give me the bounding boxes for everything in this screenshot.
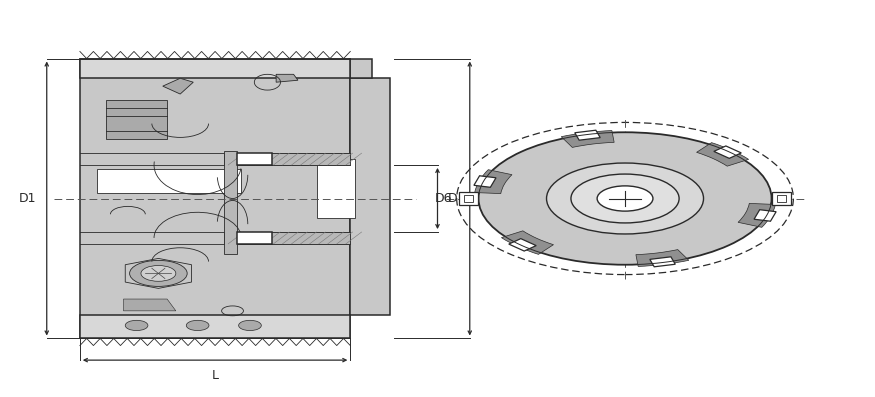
Polygon shape [754,210,776,221]
Polygon shape [224,151,237,254]
Polygon shape [276,74,298,82]
Circle shape [571,174,679,223]
Polygon shape [459,192,479,205]
Polygon shape [80,58,350,78]
Polygon shape [317,159,354,218]
Polygon shape [80,315,350,339]
Wedge shape [636,250,689,266]
Text: D6: D6 [435,192,452,205]
Polygon shape [350,78,389,315]
Polygon shape [714,146,741,158]
Wedge shape [561,131,614,147]
Polygon shape [350,58,372,78]
Circle shape [130,260,187,286]
Wedge shape [738,203,775,227]
Circle shape [186,320,209,331]
Polygon shape [508,239,536,251]
Wedge shape [696,143,749,166]
Wedge shape [501,231,554,254]
Circle shape [125,320,148,331]
Text: L: L [212,369,219,382]
Polygon shape [224,232,350,244]
Polygon shape [772,192,791,205]
Polygon shape [237,153,272,165]
Wedge shape [475,170,512,194]
Polygon shape [224,153,350,165]
Circle shape [141,266,176,281]
Polygon shape [237,232,272,244]
Polygon shape [575,130,600,140]
Circle shape [239,320,262,331]
Circle shape [479,132,772,265]
Polygon shape [123,299,176,311]
Text: D6: D6 [480,192,498,205]
Polygon shape [163,78,193,94]
Polygon shape [464,195,472,202]
Polygon shape [650,257,676,267]
Circle shape [547,163,704,234]
Circle shape [597,186,653,211]
Polygon shape [106,100,167,139]
Text: D: D [448,192,458,205]
Text: D1: D1 [18,192,36,205]
Polygon shape [474,176,496,187]
Polygon shape [777,195,787,202]
Polygon shape [97,169,242,193]
Polygon shape [80,58,350,339]
